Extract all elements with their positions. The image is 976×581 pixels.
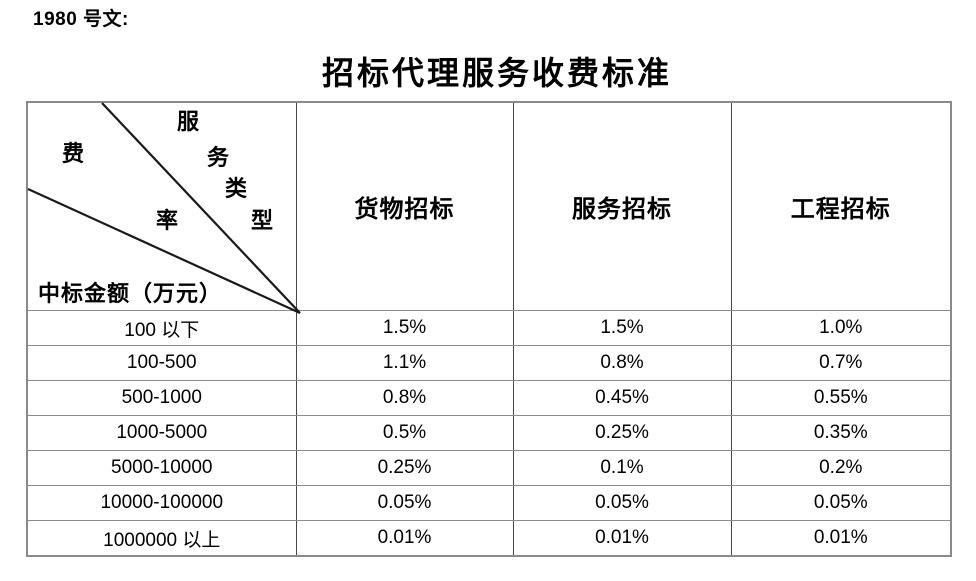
fee-value: 0.01% [295, 520, 514, 557]
table-row: 5000-10000 0.25% 0.1% 0.2% [26, 450, 952, 486]
fee-value: 0.5% [295, 415, 514, 451]
fee-value: 0.01% [512, 520, 732, 557]
column-header-services: 服务招标 [512, 101, 732, 311]
fee-value: 0.8% [512, 345, 732, 381]
table-row: 1000-5000 0.5% 0.25% 0.35% [26, 415, 952, 451]
diagonal-divider-lines [27, 102, 301, 315]
fee-value: 1.5% [295, 310, 514, 346]
fee-value: 0.05% [730, 485, 952, 521]
fee-value: 0.01% [730, 520, 952, 557]
row-label: 100-500 [26, 345, 297, 381]
row-label: 10000-100000 [26, 485, 297, 521]
fee-value: 0.2% [730, 450, 952, 486]
fee-value: 0.35% [730, 415, 952, 451]
fee-value: 0.55% [730, 380, 952, 416]
row-label: 5000-10000 [26, 450, 297, 486]
row-label: 1000-5000 [26, 415, 297, 451]
row-label: 100 以下 [26, 310, 297, 346]
corner-type-char-4: 型 [251, 208, 274, 233]
fee-standard-table: 服 务 类 型 费 率 中标金额（万元） 货物招标 服务招标 工程招标 100 … [26, 101, 952, 557]
corner-amount-label: 中标金额（万元） [38, 281, 223, 306]
fee-value: 0.05% [512, 485, 732, 521]
fee-value: 0.7% [730, 345, 952, 381]
fee-value: 0.25% [512, 415, 732, 451]
corner-fee-char-1: 费 [62, 141, 85, 166]
table-row: 100 以下 1.5% 1.5% 1.0% [26, 310, 952, 346]
table-row: 1000000 以上 0.01% 0.01% 0.01% [26, 520, 952, 557]
page-title: 招标代理服务收费标准 [321, 55, 672, 91]
header-row: 服 务 类 型 费 率 中标金额（万元） 货物招标 服务招标 工程招标 [26, 101, 952, 315]
fee-value: 0.1% [512, 450, 732, 486]
corner-fee-char-2: 率 [156, 208, 179, 233]
corner-type-char-2: 务 [207, 145, 230, 170]
table-row: 100-500 1.1% 0.8% 0.7% [26, 345, 952, 381]
column-header-engineering: 工程招标 [730, 101, 952, 311]
row-label: 1000000 以上 [26, 520, 297, 557]
corner-type-char-1: 服 [177, 109, 200, 134]
fee-value: 1.5% [512, 310, 732, 346]
fee-value: 1.0% [730, 310, 952, 346]
table-row: 10000-100000 0.05% 0.05% 0.05% [26, 485, 952, 521]
fee-value: 0.05% [295, 485, 514, 521]
row-label: 500-1000 [26, 380, 297, 416]
column-header-goods: 货物招标 [295, 101, 514, 311]
fee-value: 0.45% [512, 380, 732, 416]
doc-ref: 1980 号文: [33, 9, 129, 30]
table-row: 500-1000 0.8% 0.45% 0.55% [26, 380, 952, 416]
fee-value: 1.1% [295, 345, 514, 381]
diagonal-header-cell: 服 务 类 型 费 率 中标金额（万元） [26, 101, 301, 315]
corner-type-char-3: 类 [225, 176, 248, 201]
fee-value: 0.8% [295, 380, 514, 416]
fee-value: 0.25% [295, 450, 514, 486]
